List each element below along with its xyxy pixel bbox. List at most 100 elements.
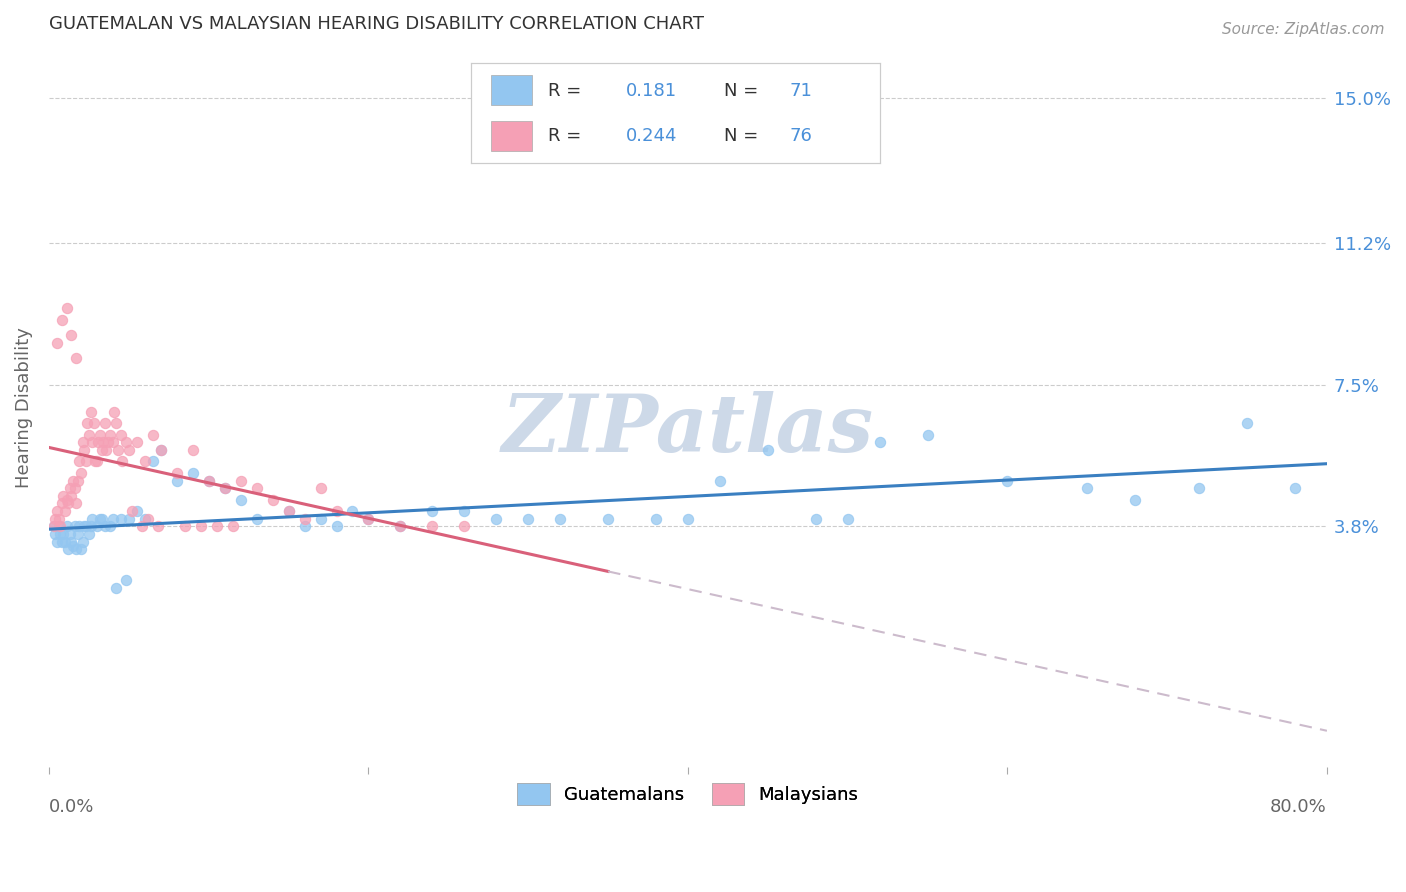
Point [60,534,83,549]
Point [804,512,827,526]
Point [53,534,76,549]
Point [357,512,380,526]
Point [190,519,212,533]
Point [125,504,148,518]
Point [72,534,94,549]
Point [98,519,121,533]
Point [79,519,101,533]
Point [67,519,90,533]
Point [262,492,284,507]
Point [325,519,347,533]
Point [110,427,132,442]
Point [214,481,236,495]
Point [214,481,236,495]
Point [67,454,90,468]
Point [76,416,98,430]
Point [73,442,96,457]
Point [453,519,475,533]
Point [73,519,96,533]
Point [676,512,699,526]
Point [82,435,104,450]
Point [77,527,100,541]
Point [77,427,100,442]
Point [181,442,204,457]
Point [59,527,82,541]
Point [1123,492,1146,507]
Point [94,416,117,430]
Point [118,442,141,457]
Point [96,442,118,457]
Point [65,496,87,510]
Point [246,512,269,526]
Point [49,527,72,541]
Point [60,328,83,343]
Point [389,519,412,533]
Point [63,481,86,495]
Point [517,512,540,526]
Point [51,496,73,510]
Point [134,454,156,468]
Point [44,527,66,541]
Point [46,504,69,518]
Text: GUATEMALAN VS MALAYSIAN HEARING DISABILITY CORRELATION CHART: GUATEMALAN VS MALAYSIAN HEARING DISABILI… [49,15,704,33]
Point [548,512,571,526]
Point [70,466,93,480]
Point [75,519,97,533]
Point [103,405,125,419]
Point [79,405,101,419]
Point [142,427,165,442]
Point [66,527,89,541]
Point [90,442,112,457]
Point [389,519,412,533]
Point [56,542,79,557]
Text: 80.0%: 80.0% [1270,798,1327,816]
Point [197,474,219,488]
Point [82,512,104,526]
Point [55,492,77,507]
Point [48,519,70,533]
Point [44,512,66,526]
Point [62,539,84,553]
Point [98,427,121,442]
Point [422,504,444,518]
Text: 0.0%: 0.0% [49,798,94,816]
Point [83,416,105,430]
Point [142,454,165,468]
Point [90,512,112,526]
Point [56,496,79,510]
Point [181,466,204,480]
Point [997,474,1019,488]
Text: Source: ZipAtlas.com: Source: ZipAtlas.com [1222,22,1385,37]
Point [70,542,93,557]
Point [173,519,195,533]
Point [42,519,65,533]
Point [46,534,69,549]
Point [60,489,83,503]
Point [42,519,65,533]
Point [65,542,87,557]
Point [101,435,124,450]
Point [325,504,347,518]
Point [596,512,619,526]
Point [51,534,73,549]
Point [485,512,508,526]
Point [52,527,75,541]
Point [1076,481,1098,495]
Point [51,313,73,327]
Y-axis label: Hearing Disability: Hearing Disability [15,327,32,488]
Text: ZIPatlas: ZIPatlas [502,391,875,468]
Point [134,512,156,526]
Point [709,474,731,488]
Point [146,519,169,533]
Point [65,351,87,366]
Point [94,519,117,533]
Point [75,454,97,468]
Point [87,435,110,450]
Point [277,504,299,518]
Point [917,427,939,442]
Point [205,519,228,533]
Point [48,512,70,526]
Point [294,519,316,533]
Point [149,442,172,457]
Point [869,435,891,450]
